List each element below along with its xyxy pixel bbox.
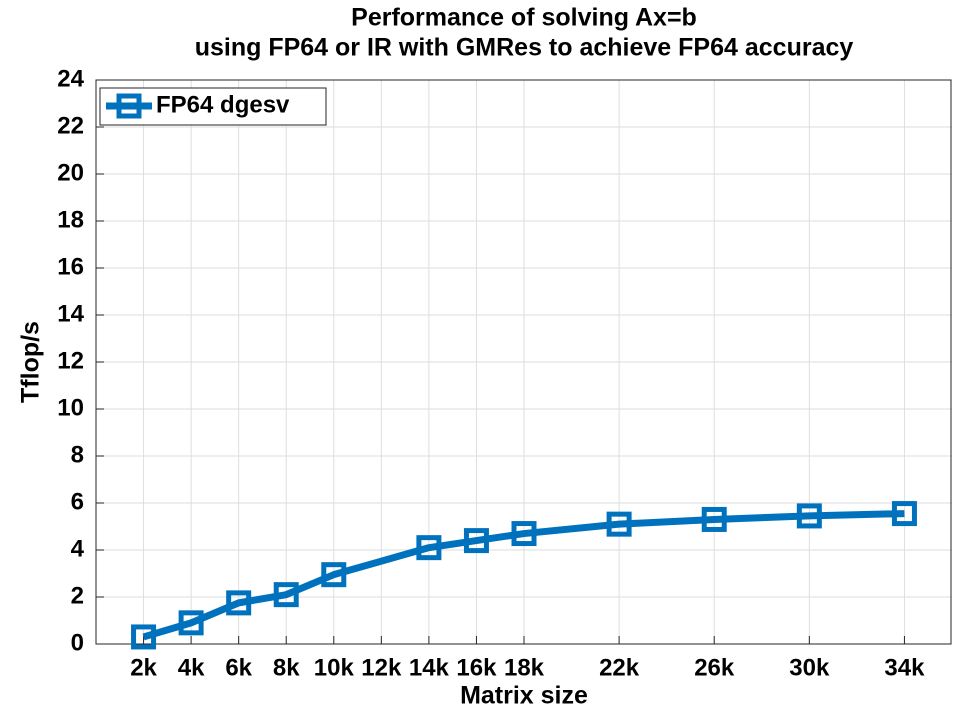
x-tick-label: 18k: [504, 654, 545, 681]
x-tick-label: 12k: [361, 654, 402, 681]
x-axis-label: Matrix size: [460, 682, 588, 710]
marker: [321, 562, 347, 588]
y-tick-label: 12: [57, 347, 84, 374]
plot-frame: [95, 79, 952, 645]
x-tick-label: 4k: [178, 654, 205, 681]
x-tick-label: 16k: [456, 654, 497, 681]
chart-title: Performance of solving Ax=b: [351, 4, 697, 32]
y-tick-label: 6: [71, 488, 84, 515]
x-tick-label: 6k: [225, 654, 252, 681]
marker: [416, 535, 442, 561]
x-tick-label: 10k: [314, 654, 355, 681]
x-tick-label: 26k: [694, 654, 735, 681]
marker: [131, 624, 157, 650]
legend-label: FP64 dgesv: [156, 91, 290, 118]
y-tick-label: 24: [57, 65, 84, 92]
x-tick-label: 30k: [789, 654, 830, 681]
y-tick-label: 8: [71, 441, 84, 468]
marker: [463, 528, 489, 554]
marker: [226, 590, 252, 616]
y-tick-label: 4: [71, 535, 85, 562]
marker: [701, 506, 727, 532]
x-tick-label: 8k: [273, 654, 300, 681]
x-tick-label: 22k: [599, 654, 640, 681]
marker: [511, 521, 537, 547]
y-tick-label: 22: [57, 112, 84, 139]
legend-marker: [116, 93, 142, 119]
x-tick-label: 14k: [409, 654, 450, 681]
y-tick-label: 2: [71, 582, 84, 609]
marker: [178, 610, 204, 636]
y-tick-label: 16: [57, 253, 84, 280]
chart-subtitle: using FP64 or IR with GMRes to achieve F…: [195, 34, 854, 62]
y-tick-label: 18: [57, 206, 84, 233]
marker: [273, 582, 299, 608]
y-tick-label: 0: [71, 629, 84, 656]
marker: [891, 501, 917, 527]
y-tick-label: 10: [57, 394, 84, 421]
marker: [606, 511, 632, 537]
marker: [796, 503, 822, 529]
y-axis-label: Tflop/s: [17, 321, 45, 403]
y-tick-label: 14: [57, 300, 84, 327]
y-tick-label: 20: [57, 159, 84, 186]
x-tick-label: 34k: [884, 654, 925, 681]
x-tick-label: 2k: [130, 654, 157, 681]
